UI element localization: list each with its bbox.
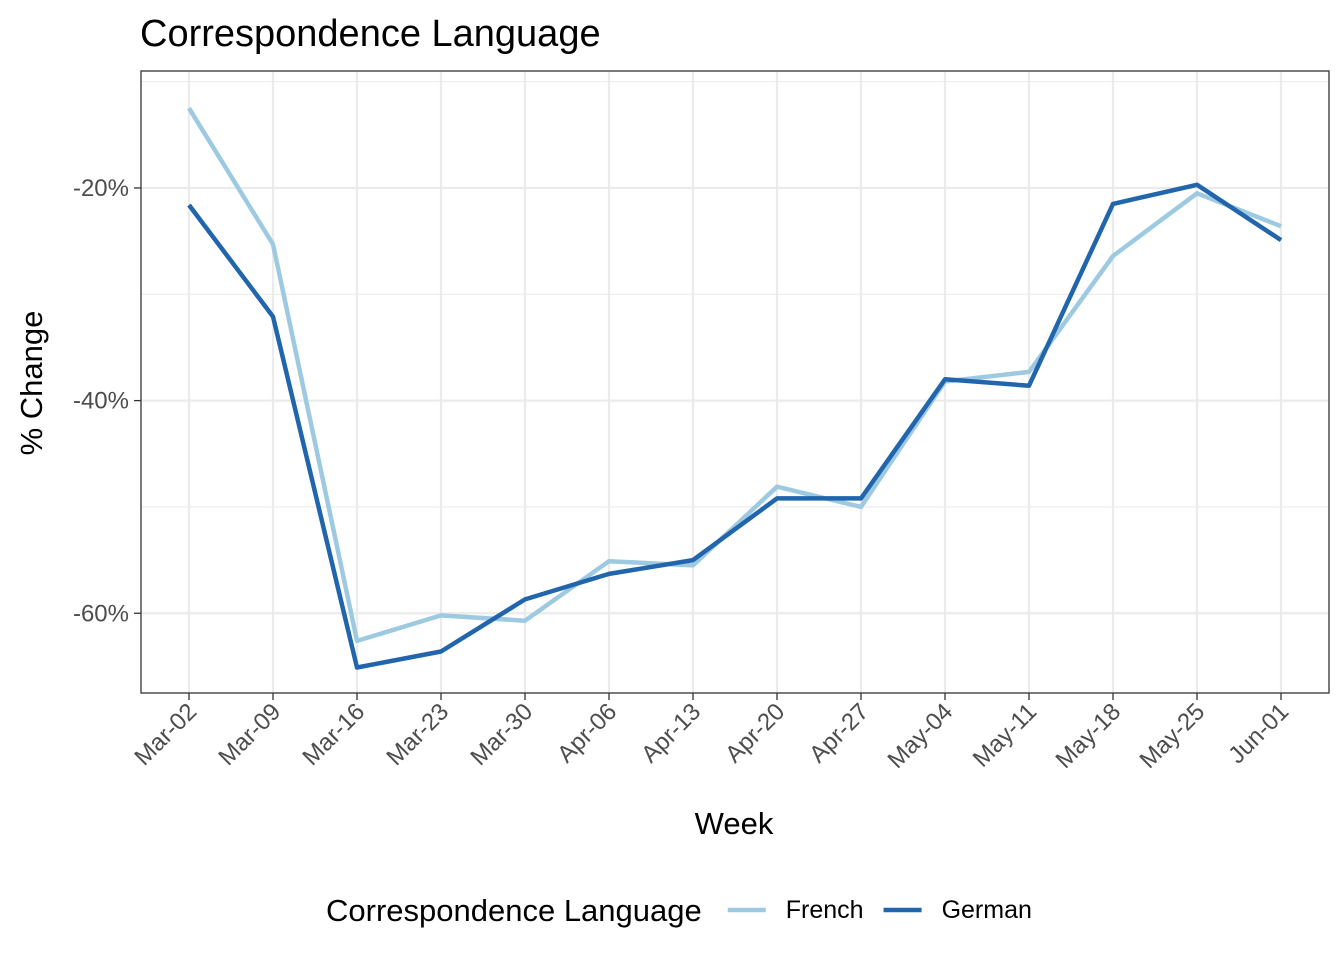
- x-tick-label: May-18: [1051, 698, 1127, 774]
- x-tick-label: Mar-30: [465, 698, 538, 771]
- x-tick-label: Apr-13: [636, 698, 706, 768]
- series-line-german: [187, 182, 1283, 670]
- x-tick-label: Mar-02: [129, 698, 202, 771]
- x-tick-label: Jun-01: [1223, 698, 1294, 769]
- legend: Correspondence Language French German: [326, 893, 1032, 928]
- x-tick-label: May-11: [968, 698, 1042, 772]
- chart-title: Correspondence Language: [140, 13, 601, 55]
- x-tick-label: Apr-20: [720, 698, 790, 768]
- x-tick-label: Mar-23: [381, 698, 454, 771]
- y-axis-title: % Change: [14, 311, 49, 456]
- legend-label-german: German: [942, 896, 1032, 924]
- x-tick-label: Apr-27: [804, 698, 874, 768]
- x-tick-label: Mar-16: [297, 698, 370, 771]
- x-axis-title: Week: [695, 806, 774, 841]
- y-tick-label: -40%: [73, 388, 129, 415]
- y-tick-label: -60%: [73, 600, 129, 627]
- y-tick-label: -20%: [73, 175, 129, 202]
- x-tick-label: Mar-09: [213, 698, 286, 771]
- legend-title: Correspondence Language: [326, 893, 702, 928]
- x-tick-label: May-04: [883, 698, 959, 774]
- axis-layer: -60% -40% -20% Mar-02 Mar-09 Mar-16 Mar-23 Mar-…: [73, 175, 1294, 774]
- legend-label-french: French: [786, 896, 864, 924]
- series-layer: [187, 107, 1283, 670]
- series-line-french: [187, 107, 1282, 644]
- x-tick-label: Apr-06: [552, 698, 622, 768]
- x-tick-label: May-25: [1135, 698, 1211, 774]
- grid-layer: [141, 71, 1329, 693]
- panel-border: [140, 70, 1330, 694]
